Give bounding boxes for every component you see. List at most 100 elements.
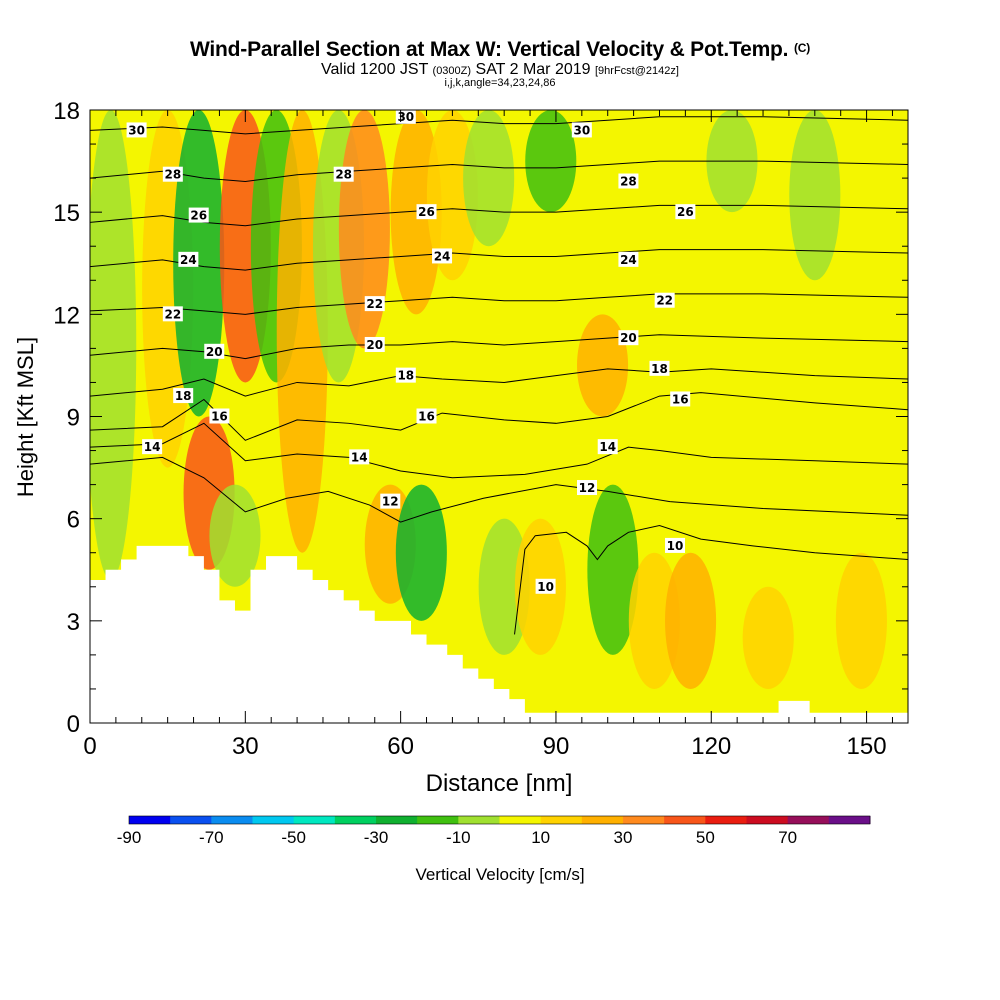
contour-label-bg-5 <box>204 343 225 359</box>
colorbar-swatch-11 <box>581 816 624 824</box>
contour-label-bg-7 <box>209 408 230 424</box>
contour-label-23: 22 <box>656 294 673 308</box>
velocity-region-4 <box>209 484 261 587</box>
contour-label-10: 28 <box>335 168 352 182</box>
contour-label-bg-6 <box>173 388 194 404</box>
isentrope-10 <box>514 524 908 635</box>
contour-label-30: 10 <box>537 580 554 594</box>
velocity-region-21 <box>665 552 717 689</box>
contour-label-27: 14 <box>599 440 616 454</box>
contour-labels: 30 28 26 24 22 20 18 16 14 30 28 26 24 22 20 18 16 14 12 30… <box>126 108 696 594</box>
contour-label-13: 22 <box>366 297 383 311</box>
velocity-region-19 <box>577 314 629 417</box>
colorbar-tick-5: 10 <box>531 828 550 847</box>
contour-label-bg-21 <box>675 204 696 220</box>
colorbar-swatch-14 <box>705 816 747 824</box>
velocity-region-25 <box>835 552 887 689</box>
contour-label-bg-3 <box>178 251 199 267</box>
colorbar-swatch-16 <box>787 816 830 824</box>
contour-label-bg-17 <box>349 449 370 465</box>
contour-label-14: 20 <box>366 338 383 352</box>
contour-label-bg-8 <box>142 439 163 455</box>
contour-label-9: 30 <box>397 110 414 124</box>
contour-label-17: 14 <box>351 450 368 464</box>
colorbar-swatch-17 <box>828 816 871 824</box>
contour-label-bg-29 <box>665 537 686 553</box>
x-tick-label-60: 60 <box>387 733 414 760</box>
contour-label-bg-30 <box>535 578 556 594</box>
contour-label-15: 18 <box>397 369 414 383</box>
colorbar-tick-0: -90 <box>117 828 142 847</box>
y-tick-label-3: 3 <box>67 609 80 636</box>
colorbar-swatch-3 <box>252 816 295 824</box>
contour-label-6: 18 <box>175 389 192 403</box>
y-tick-label-9: 9 <box>67 405 80 432</box>
contour-label-bg-11 <box>416 204 437 220</box>
contour-label-bg-25 <box>649 360 670 376</box>
axes: 0 30 60 90 120 150 0 3 6 9 12 15 18 <box>53 98 908 760</box>
contour-label-bg-18 <box>380 493 401 509</box>
contour-label-22: 24 <box>620 253 637 267</box>
contour-label-20: 28 <box>620 175 637 189</box>
contour-label-bg-14 <box>364 336 385 352</box>
contour-label-4: 22 <box>164 307 181 321</box>
colorbar-swatch-15 <box>746 816 789 824</box>
colorbar-swatch-5 <box>334 816 377 824</box>
contour-label-bg-12 <box>432 248 453 264</box>
contour-label-bg-20 <box>618 173 639 189</box>
velocity-region-0 <box>90 110 137 580</box>
velocity-region-11 <box>395 484 447 621</box>
contour-label-21: 26 <box>677 205 694 219</box>
isentrope-18 <box>90 368 908 397</box>
colorbar-swatch-6 <box>376 816 418 824</box>
contour-label-11: 26 <box>418 205 435 219</box>
colorbar-tick-1: -70 <box>199 828 224 847</box>
x-tick-label-90: 90 <box>543 733 570 760</box>
colorbar-swatch-1 <box>170 816 212 824</box>
contour-label-28: 12 <box>579 481 596 495</box>
colorbar-swatch-8 <box>458 816 500 824</box>
chart-subtitle-indices: i,j,k,angle=34,23,24,86 <box>444 77 556 89</box>
contour-label-bg-28 <box>577 480 598 496</box>
contour-label-bg-16 <box>416 408 437 424</box>
isentrope-12 <box>90 456 908 523</box>
velocity-region-12 <box>390 110 442 315</box>
contour-label-3: 24 <box>180 253 197 267</box>
colorbar-tick-6: 30 <box>614 828 633 847</box>
velocity-region-20 <box>628 552 680 689</box>
y-tick-label-15: 15 <box>53 200 80 227</box>
colorbar-swatch-2 <box>211 816 253 824</box>
x-tick-label-0: 0 <box>83 733 96 760</box>
y-tick-label-18: 18 <box>53 98 80 125</box>
contour-label-19: 30 <box>573 123 590 137</box>
velocity-region-3 <box>173 110 225 417</box>
velocity-region-23 <box>742 586 794 689</box>
colorbar-tick-3: -30 <box>364 828 389 847</box>
colorbar: -90 -70 -50 -30 -10 10 30 50 70 <box>117 815 871 847</box>
velocity-region-18 <box>587 484 639 655</box>
y-tick-label-12: 12 <box>53 302 80 329</box>
velocity-region-17 <box>525 110 577 213</box>
contour-label-bg-22 <box>618 251 639 267</box>
contour-label-1: 28 <box>164 168 181 182</box>
velocity-region-9 <box>338 110 390 349</box>
contour-label-16: 16 <box>418 410 435 424</box>
contour-label-5: 20 <box>206 345 223 359</box>
terrain-mask <box>90 545 908 723</box>
y-axis-label: Height [Kft MSL] <box>13 337 38 497</box>
velocity-region-15 <box>478 518 530 655</box>
colorbar-swatch-9 <box>499 816 542 824</box>
contour-label-bg-27 <box>597 439 618 455</box>
contour-label-bg-4 <box>162 306 183 322</box>
colorbar-swatch-10 <box>540 816 583 824</box>
contour-label-bg-19 <box>571 122 592 138</box>
isentrope-22 <box>90 293 908 315</box>
colorbar-swatch-12 <box>623 816 665 824</box>
contour-label-2: 26 <box>190 209 207 223</box>
velocity-region-14 <box>463 110 515 247</box>
contour-label-12: 24 <box>434 249 451 263</box>
contour-label-bg-15 <box>395 367 416 383</box>
contour-label-bg-23 <box>654 292 675 308</box>
isentrope-30 <box>90 116 908 135</box>
